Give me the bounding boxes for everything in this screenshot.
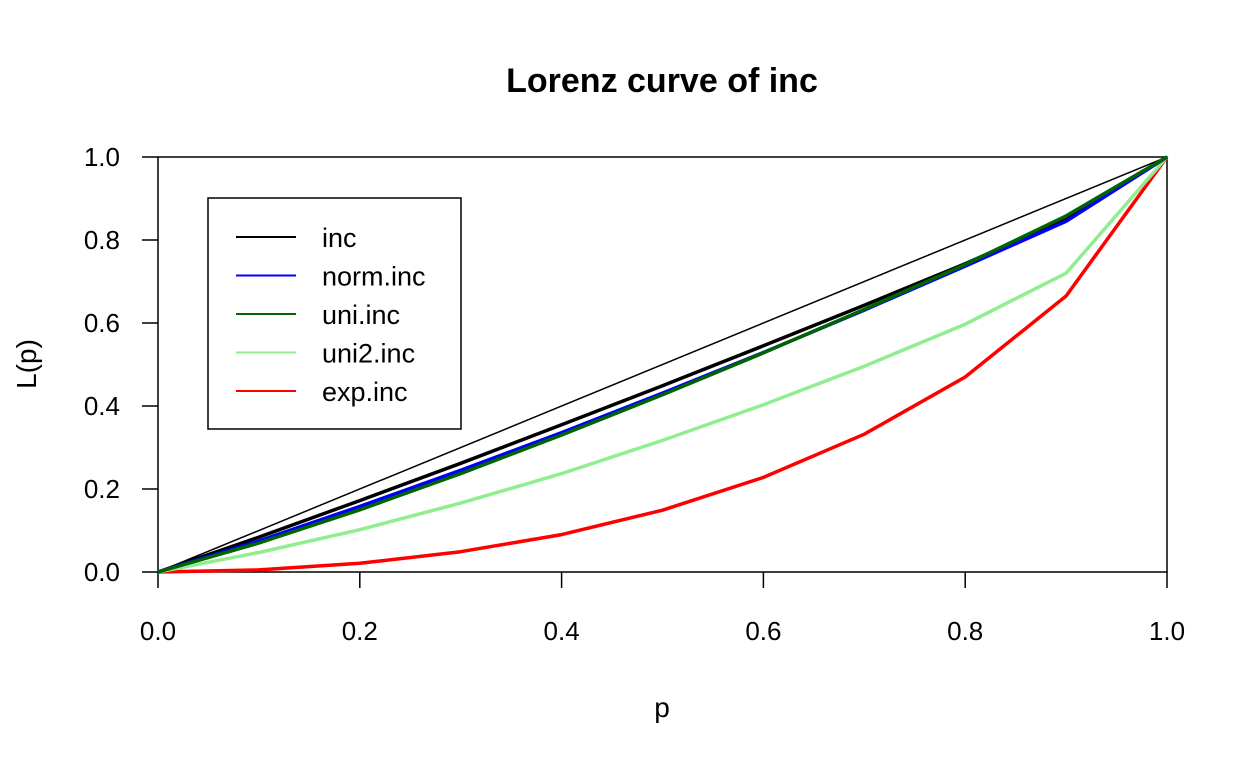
legend-label: inc (322, 223, 357, 253)
x-axis: 0.0 0.2 0.4 0.6 0.8 1.0 (140, 572, 1185, 646)
legend: inc norm.inc uni.inc uni2.inc exp.inc (207, 197, 462, 430)
legend-label: norm.inc (322, 262, 426, 292)
y-axis: 0.0 0.2 0.4 0.6 0.8 1.0 (84, 142, 158, 587)
series-line-uni2-inc (157, 155, 1169, 574)
series-line-exp-inc (157, 155, 1169, 574)
y-axis-label: L(p) (11, 339, 42, 389)
x-tick-label: 0.0 (140, 616, 176, 646)
x-axis-label: p (654, 692, 670, 723)
y-tick-label: 0.6 (84, 308, 120, 338)
series-line-uni-inc (157, 155, 1168, 574)
plot-box (157, 156, 1168, 573)
x-tick-label: 0.4 (544, 616, 580, 646)
y-tick-label: 0.0 (84, 557, 120, 587)
y-tick-label: 0.4 (84, 391, 120, 421)
plot-lines (157, 155, 1169, 574)
y-tick-label: 1.0 (84, 142, 120, 172)
legend-label: uni.inc (322, 300, 400, 330)
y-tick-label: 0.8 (84, 225, 120, 255)
x-tick-label: 0.8 (947, 616, 983, 646)
x-tick-label: 0.6 (745, 616, 781, 646)
y-tick-label: 0.2 (84, 474, 120, 504)
x-tick-label: 0.2 (342, 616, 378, 646)
x-tick-label: 1.0 (1149, 616, 1185, 646)
equality-line (157, 156, 1168, 573)
legend-label: exp.inc (322, 377, 408, 407)
legend-label: uni2.inc (322, 339, 415, 369)
chart-title: Lorenz curve of inc (506, 62, 818, 100)
